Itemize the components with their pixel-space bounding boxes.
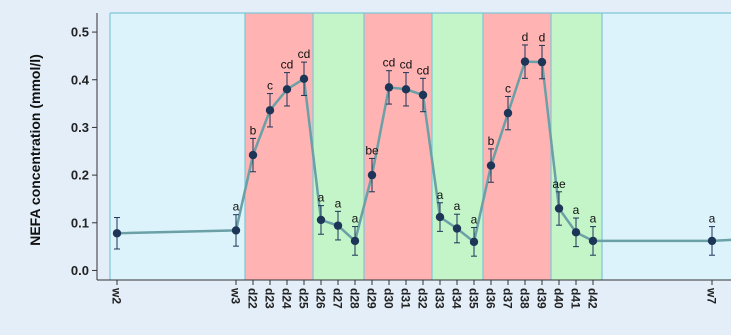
data-point bbox=[367, 170, 377, 180]
x-tick-label: d37 bbox=[501, 288, 515, 309]
data-point bbox=[333, 221, 343, 230]
x-tick-label: d25 bbox=[297, 288, 311, 309]
data-point bbox=[282, 85, 292, 94]
significance-label: d bbox=[522, 30, 529, 44]
data-point bbox=[248, 150, 258, 160]
y-axis-label: NEFA concentration (mmol/l) bbox=[27, 54, 43, 246]
data-point bbox=[401, 85, 411, 94]
x-tick-label: d36 bbox=[484, 288, 498, 309]
data-point bbox=[588, 236, 598, 246]
data-point bbox=[231, 226, 241, 235]
y-tick-label: 0.3 bbox=[71, 120, 89, 135]
significance-label: b bbox=[488, 134, 495, 148]
y-tick-label: 0.5 bbox=[71, 25, 89, 40]
x-tick-label: d40 bbox=[552, 288, 566, 309]
significance-label: a bbox=[233, 200, 240, 214]
data-point bbox=[316, 215, 326, 225]
x-tick-label: d34 bbox=[450, 288, 464, 309]
x-tick-label: d39 bbox=[535, 288, 549, 309]
data-point bbox=[503, 108, 513, 118]
x-tick-label: d33 bbox=[433, 288, 447, 309]
significance-label: a bbox=[437, 188, 444, 202]
significance-label: c bbox=[267, 79, 273, 93]
phase-band-6 bbox=[483, 13, 551, 280]
data-point bbox=[554, 204, 564, 213]
x-tick-label: d29 bbox=[365, 288, 379, 309]
y-tick-label: 0.2 bbox=[71, 168, 89, 183]
data-point bbox=[265, 106, 275, 115]
axes: 0.0 0.1 0.2 0.3 0.4 0.5 w2 w3 d22 d23 d24 d25 d26 d27… bbox=[71, 13, 731, 309]
significance-label: a bbox=[318, 191, 325, 205]
x-tick-label: d41 bbox=[569, 288, 583, 309]
x-tick-label: d42 bbox=[586, 288, 600, 309]
significance-label: a bbox=[454, 199, 461, 213]
series-line bbox=[116, 60, 712, 245]
significance-label: be bbox=[365, 143, 379, 157]
data-point bbox=[537, 57, 547, 67]
significance-label: ae bbox=[552, 177, 566, 191]
data-point bbox=[486, 161, 496, 170]
y-tick-label: 0.1 bbox=[71, 215, 89, 230]
x-tick-label: d24 bbox=[280, 288, 294, 309]
x-tick-label: w3 bbox=[229, 287, 243, 304]
data-point bbox=[350, 236, 360, 246]
data-point bbox=[452, 224, 462, 233]
x-tick-label: d38 bbox=[518, 288, 532, 309]
significance-label: a bbox=[335, 196, 342, 210]
data-point bbox=[299, 74, 309, 83]
x-tick-label: d32 bbox=[416, 288, 430, 309]
x-tick-label: d28 bbox=[348, 288, 362, 309]
significance-label: cd bbox=[417, 63, 430, 77]
significance-label: a bbox=[590, 212, 597, 226]
data-point bbox=[418, 90, 428, 100]
data-point bbox=[112, 229, 122, 238]
x-tick-label: d30 bbox=[382, 288, 396, 309]
phase-band-8 bbox=[602, 13, 731, 280]
phase-band-1 bbox=[110, 13, 245, 280]
significance-label: cd bbox=[298, 47, 311, 61]
x-tick-label: d27 bbox=[331, 288, 345, 309]
x-tick-label: d23 bbox=[263, 288, 277, 309]
data-point bbox=[435, 212, 445, 222]
phase-band-4 bbox=[364, 13, 432, 280]
y-tick-label: 0.4 bbox=[71, 72, 90, 87]
significance-label: b bbox=[250, 123, 257, 137]
x-tick-label: d26 bbox=[314, 288, 328, 309]
x-tick-label: w7 bbox=[705, 287, 719, 304]
significance-label: d bbox=[539, 30, 546, 44]
data-point bbox=[384, 83, 394, 92]
significance-label: c bbox=[505, 81, 511, 95]
x-tick-label: d31 bbox=[399, 288, 413, 309]
data-point bbox=[571, 228, 581, 237]
x-tick-label: w2 bbox=[110, 287, 124, 304]
data-point bbox=[469, 237, 479, 247]
significance-label: cd bbox=[400, 58, 413, 72]
x-tick-label: d22 bbox=[246, 288, 260, 309]
significance-label: a bbox=[709, 212, 716, 226]
significance-label: cd bbox=[281, 58, 294, 72]
data-point bbox=[520, 57, 530, 66]
significance-label: cd bbox=[383, 56, 396, 70]
y-tick-label: 0.0 bbox=[71, 263, 89, 278]
x-tick-label: d35 bbox=[467, 288, 481, 309]
significance-label: a bbox=[471, 213, 478, 227]
significance-label: a bbox=[352, 212, 359, 226]
data-point bbox=[707, 236, 717, 246]
significance-label: a bbox=[573, 203, 580, 217]
